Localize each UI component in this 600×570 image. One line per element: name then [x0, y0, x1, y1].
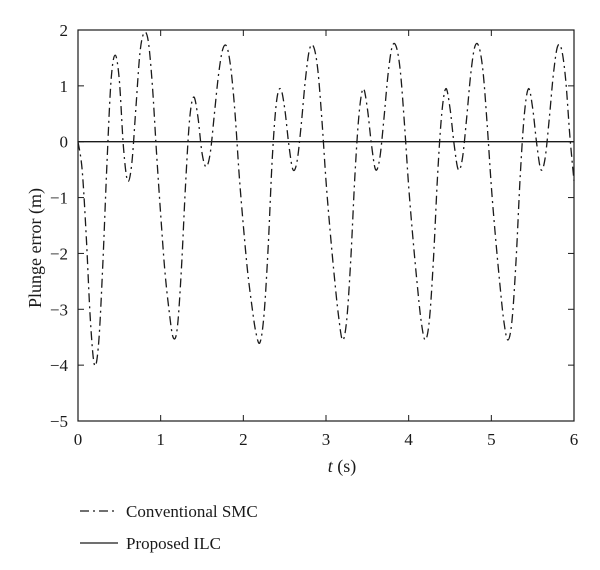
tick-labels: 0 1 2 3 4 5 6 2 1 0 −1 −2 −3 −4 −5 [50, 21, 578, 449]
x-axis-label: t (s) [328, 456, 357, 477]
y-tick-label: −4 [50, 356, 69, 375]
x-tick-label: 4 [404, 430, 413, 449]
y-tick-label: 2 [60, 21, 69, 40]
legend-label-proposed-ilc: Proposed ILC [126, 534, 221, 553]
y-axis-label: Plunge error (m) [25, 188, 46, 308]
x-tick-label: 0 [74, 430, 83, 449]
x-tick-label: 1 [156, 430, 165, 449]
y-tick-label: −5 [50, 412, 68, 431]
axis-ticks [77, 29, 575, 422]
legend: Conventional SMC Proposed ILC [80, 502, 258, 553]
y-tick-label: 1 [60, 77, 69, 96]
x-axis-label-rest: (s) [333, 456, 357, 477]
series-line-conventional-smc [77, 31, 575, 367]
series-layer [77, 31, 575, 367]
x-tick-label: 2 [239, 430, 248, 449]
y-tick-label: −1 [50, 189, 68, 208]
x-tick-label: 5 [487, 430, 496, 449]
y-tick-label: −2 [50, 244, 68, 263]
y-tick-label: −3 [50, 300, 68, 319]
x-axis-label-italic: t [328, 456, 334, 476]
legend-label-conventional-smc: Conventional SMC [126, 502, 258, 521]
plot-area [77, 29, 575, 422]
plot-frame [77, 29, 575, 422]
y-tick-label: 0 [60, 133, 69, 152]
x-tick-label: 6 [570, 430, 579, 449]
x-tick-label: 3 [322, 430, 331, 449]
